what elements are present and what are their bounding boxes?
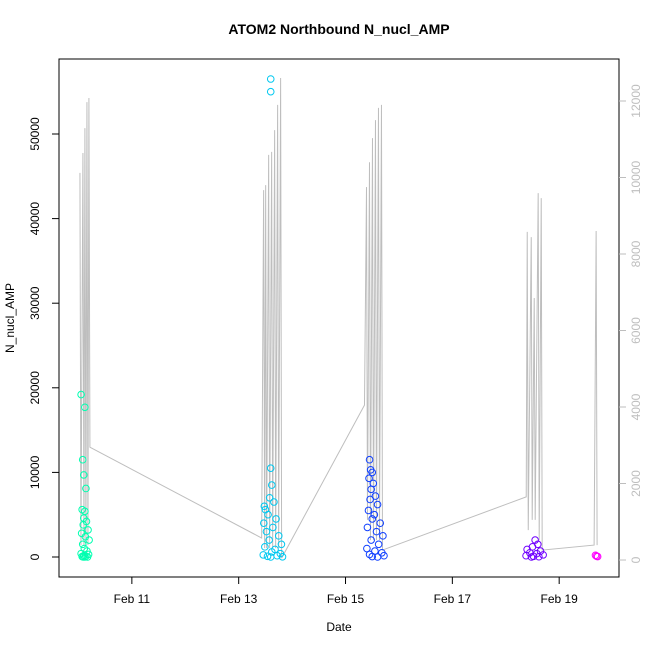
point xyxy=(259,551,268,559)
point xyxy=(266,553,275,561)
point xyxy=(84,526,92,534)
point xyxy=(268,481,276,489)
point xyxy=(593,552,602,561)
x-tick-label: Feb 19 xyxy=(540,592,578,606)
x-tick-label: Feb 13 xyxy=(220,592,258,606)
y2-tick-label: 10000 xyxy=(629,160,643,194)
point xyxy=(259,519,268,527)
y-tick-label: 10000 xyxy=(28,455,42,489)
point xyxy=(266,75,275,83)
x-tick-label: Feb 17 xyxy=(434,592,472,606)
point xyxy=(366,495,374,504)
point xyxy=(263,552,272,561)
y-axis-label: N_nucl_AMP xyxy=(3,283,17,353)
y2-tick-label: 12000 xyxy=(629,84,643,118)
y-tick-label: 50000 xyxy=(28,117,42,151)
point xyxy=(83,553,92,561)
point xyxy=(82,484,90,493)
point xyxy=(265,493,274,502)
point xyxy=(535,552,543,561)
point xyxy=(531,536,539,544)
point xyxy=(591,551,600,560)
point xyxy=(379,532,387,540)
y2-tick-label: 0 xyxy=(629,556,643,563)
point xyxy=(272,515,280,523)
point xyxy=(264,510,272,519)
point xyxy=(266,87,275,96)
point xyxy=(274,532,283,540)
y2-tick-label: 8000 xyxy=(629,240,643,267)
y2-tick-label: 2000 xyxy=(629,470,643,497)
point xyxy=(364,506,373,515)
point xyxy=(374,540,383,549)
point xyxy=(527,553,536,561)
point xyxy=(368,468,377,477)
point xyxy=(536,547,545,555)
line xyxy=(79,78,598,559)
point xyxy=(268,548,276,556)
point xyxy=(370,510,379,519)
point xyxy=(79,521,88,529)
x-axis-label: Date xyxy=(326,620,352,634)
point xyxy=(368,515,377,523)
point xyxy=(260,502,269,511)
y2-tick-label: 6000 xyxy=(629,317,643,344)
point xyxy=(522,551,530,560)
y-tick-label: 0 xyxy=(28,553,42,560)
point xyxy=(278,553,287,561)
point xyxy=(367,485,375,494)
plot-frame xyxy=(58,58,620,578)
point xyxy=(365,474,373,483)
point xyxy=(78,455,87,464)
chart-title: ATOM2 Northbound N_nucl_AMP xyxy=(228,21,449,37)
point xyxy=(85,536,93,544)
y-tick-label: 20000 xyxy=(28,371,42,405)
point xyxy=(368,552,377,561)
point xyxy=(539,551,547,559)
point xyxy=(277,540,286,549)
point xyxy=(270,498,278,506)
point xyxy=(372,527,381,536)
point xyxy=(266,464,275,472)
point xyxy=(79,553,88,561)
point xyxy=(376,519,385,527)
y-tick-label: 40000 xyxy=(28,202,42,236)
point xyxy=(367,536,375,544)
point xyxy=(363,523,372,532)
point xyxy=(77,390,85,399)
point xyxy=(269,523,277,532)
x-tick-label: Feb 11 xyxy=(114,592,151,606)
point xyxy=(373,553,382,561)
point xyxy=(81,403,89,412)
point xyxy=(78,540,87,549)
point xyxy=(79,471,88,479)
y-tick-label: 30000 xyxy=(28,286,42,320)
point xyxy=(365,455,374,464)
point xyxy=(262,527,271,536)
point xyxy=(373,500,382,509)
point xyxy=(261,543,269,551)
point xyxy=(371,492,380,500)
x-tick-label: Feb 15 xyxy=(327,592,365,606)
point xyxy=(265,536,273,544)
y2-tick-label: 4000 xyxy=(629,393,643,420)
